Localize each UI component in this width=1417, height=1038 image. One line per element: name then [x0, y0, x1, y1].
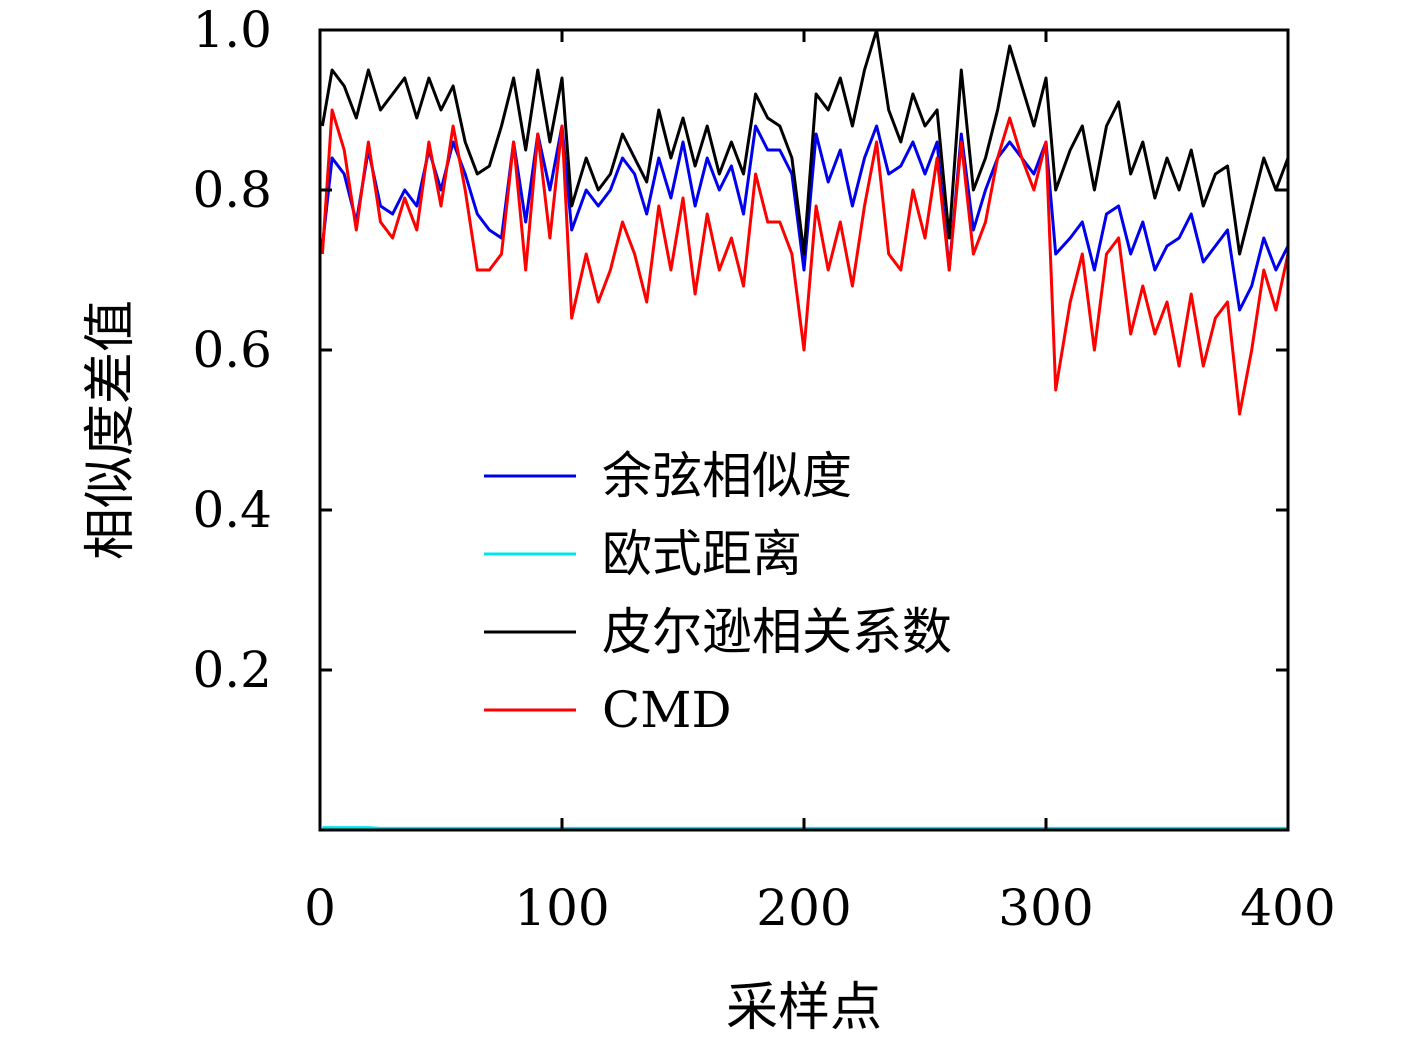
y-tick-label: 0.8: [192, 161, 272, 219]
plot-frame: [318, 28, 1290, 832]
legend-label-4: CMD: [602, 681, 732, 739]
x-tick-label: 400: [1240, 879, 1335, 937]
series-line-1: [320, 124, 1290, 312]
x-tick-label: 100: [514, 879, 609, 937]
x-axis-title: 采样点: [726, 978, 882, 1038]
x-tick-label: 200: [756, 879, 851, 937]
series-line-4: [320, 108, 1290, 416]
y-tick-label: 1.0: [192, 1, 272, 59]
y-tick-label: 0.2: [192, 641, 272, 699]
y-tick-label: 0.6: [192, 321, 272, 379]
legend-label-1: 余弦相似度: [602, 447, 852, 505]
y-tick-label: 0.4: [192, 481, 272, 539]
ticks-layer: 0 100 200 300 400 0.2 0.4 0.6 0.8 1.0: [192, 1, 1335, 937]
series-line-3: [320, 28, 1290, 256]
x-tick-label: 0: [304, 879, 336, 937]
y-axis-title: 相似度差值: [81, 300, 141, 560]
x-tick-label: 300: [998, 879, 1093, 937]
legend-label-3: 皮尔逊相关系数: [602, 603, 952, 661]
series-layer: [320, 28, 1290, 830]
legend-label-2: 欧式距离: [602, 525, 802, 583]
